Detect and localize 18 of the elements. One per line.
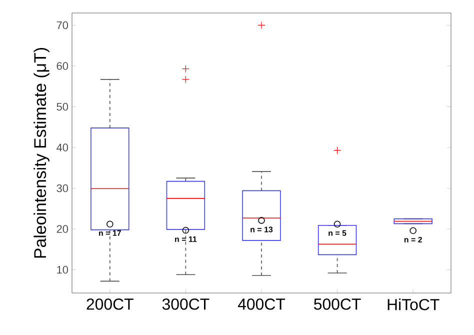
y-tick-label: 10 [57, 266, 68, 274]
x-tick-label: HiToCT [388, 298, 440, 310]
point [334, 220, 341, 228]
y-axis-title: Paleointensity Estimate (μT) [34, 48, 50, 258]
y-tick-label: 30 [56, 184, 68, 192]
y-tick-label: 40 [56, 144, 68, 152]
x-tick-label: 200CT [86, 298, 134, 310]
x-tick-label: 500CT [314, 298, 361, 310]
point [106, 220, 114, 228]
y-tick-label: 70 [56, 21, 68, 30]
y-tick-label: 60 [56, 62, 68, 70]
point [410, 227, 416, 234]
point [182, 226, 190, 234]
x-tick-label: 400CT [238, 298, 286, 310]
x-tick-label: 300CT [162, 298, 210, 310]
point [258, 217, 265, 224]
y-tick-label: 20 [56, 225, 68, 233]
y-tick-label: 50 [56, 102, 68, 111]
